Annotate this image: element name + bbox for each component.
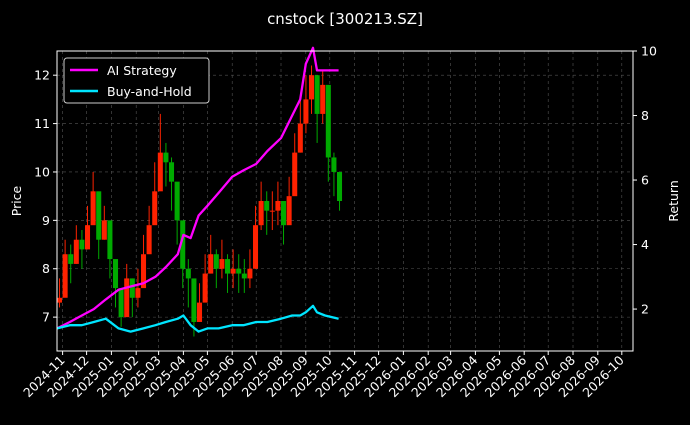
- y2-tick-label: 8: [641, 108, 649, 123]
- candle-body: [185, 268, 191, 279]
- strategy-line: [56, 46, 339, 330]
- date-axis: 2024-112024-122025-012025-022025-032025-…: [20, 351, 627, 400]
- y2-tick-label: 10: [641, 44, 657, 59]
- candle-body: [129, 278, 135, 298]
- legend-box: [63, 57, 210, 104]
- candle-body: [57, 297, 63, 303]
- y-tick-label: 8: [42, 261, 50, 276]
- candle-body: [309, 75, 315, 100]
- candle-body: [146, 225, 152, 255]
- candle-body: [124, 278, 130, 318]
- candle-body: [292, 152, 298, 197]
- candle-body: [79, 239, 85, 250]
- candle-body: [314, 75, 320, 114]
- price-axis: 7 8 9 10 11 12: [34, 68, 57, 325]
- candle-body: [208, 254, 214, 274]
- candle-body: [230, 268, 236, 274]
- candle-body: [96, 191, 102, 240]
- y-tick-label: 7: [42, 310, 50, 325]
- legend-label-strategy: AI Strategy: [107, 63, 177, 78]
- candle-body: [62, 254, 68, 298]
- y2-tick-label: 6: [641, 173, 649, 188]
- candle-body: [135, 288, 141, 298]
- candle-body: [107, 220, 113, 260]
- candle-body: [264, 201, 270, 211]
- candle-body: [169, 162, 175, 182]
- candle-body: [180, 220, 186, 269]
- candle-body: [152, 191, 158, 226]
- candle-body: [113, 259, 119, 289]
- candle-body: [101, 220, 107, 240]
- legend-label-buyhold: Buy-and-Hold: [107, 84, 192, 99]
- chart-title: cnstock [300213.SZ]: [267, 10, 423, 28]
- candle-body: [225, 259, 231, 274]
- legend: AI Strategy Buy-and-Hold: [63, 57, 210, 104]
- candle-body: [90, 191, 96, 226]
- y2-tick-label: 4: [641, 237, 649, 252]
- candle-body: [253, 225, 259, 269]
- price-candles: [57, 65, 343, 337]
- candle-body: [247, 268, 253, 279]
- y-tick-label: 11: [34, 116, 50, 131]
- candle-body: [320, 84, 326, 114]
- candle-body: [73, 239, 79, 264]
- candle-body: [163, 152, 169, 163]
- candle-body: [213, 254, 219, 269]
- candle-body: [325, 84, 331, 158]
- candle-body: [85, 225, 91, 250]
- y-tick-label: 10: [34, 164, 50, 179]
- candle-body: [219, 259, 225, 269]
- candle-body: [337, 171, 343, 201]
- y-axis-label: Price: [9, 185, 24, 216]
- candle-body: [286, 196, 292, 226]
- candle-body: [281, 201, 287, 226]
- candle-body: [303, 99, 309, 124]
- return-axis: 2 4 6 8 10: [633, 44, 657, 317]
- candle-body: [236, 268, 242, 274]
- candle-body: [331, 157, 337, 172]
- return-lines: [56, 46, 339, 333]
- buyhold-line: [56, 304, 339, 333]
- candle-body: [197, 302, 203, 322]
- candle-body: [118, 288, 124, 318]
- candle-body: [297, 123, 303, 153]
- candle-body: [68, 254, 74, 264]
- candle-body: [258, 201, 264, 226]
- candle-body: [202, 273, 208, 303]
- candle-body: [141, 254, 147, 289]
- candle-body: [157, 152, 163, 192]
- plot-frame: [56, 50, 634, 352]
- candle-body: [191, 278, 197, 322]
- y2-tick-label: 2: [641, 302, 649, 317]
- candle-body: [269, 210, 275, 212]
- candle-body: [241, 273, 247, 279]
- y2-axis-label: Return: [666, 180, 681, 221]
- y-tick-label: 12: [34, 68, 50, 83]
- y-tick-label: 9: [42, 213, 50, 228]
- candle-body: [275, 201, 281, 211]
- candle-body: [174, 181, 180, 221]
